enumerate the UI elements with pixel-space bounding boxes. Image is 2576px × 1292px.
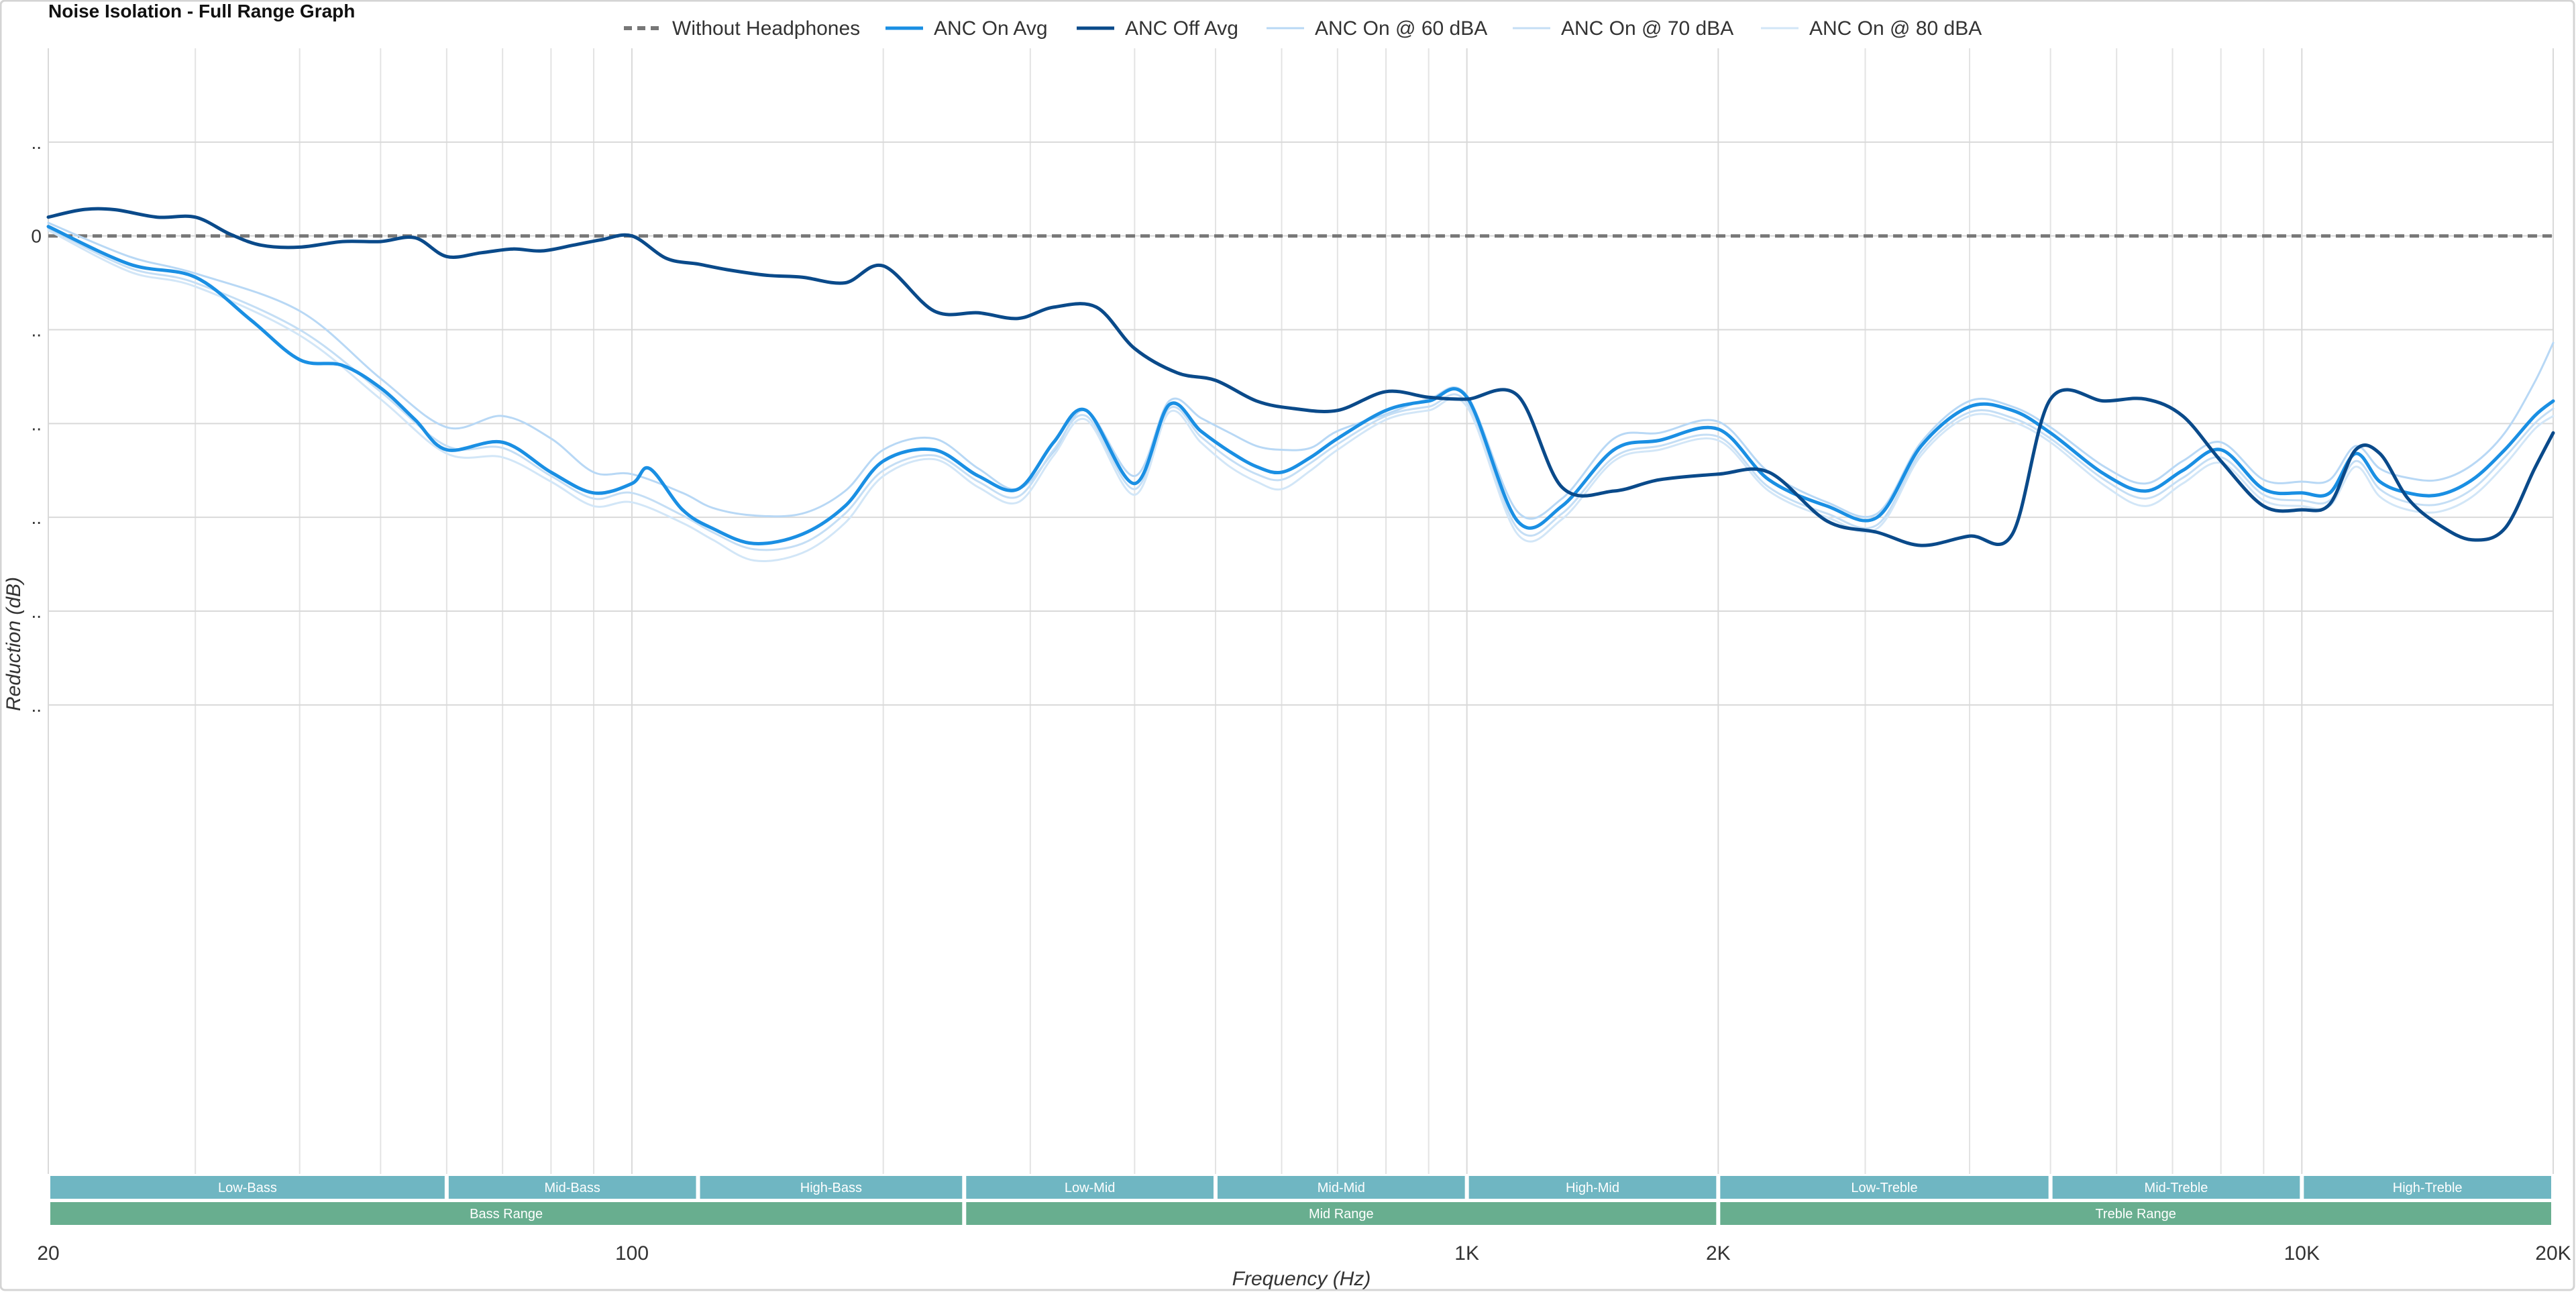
band-upper-label: High-Mid [1566,1181,1619,1195]
series-line-anc-on-60-dba [47,221,2555,520]
band-lower-mid-range [966,1202,1717,1225]
y-axis-ticks: .. 0.......... [31,132,42,716]
band-upper-mid-bass [448,1176,696,1199]
band-upper-label: High-Bass [800,1181,862,1195]
x-axis-ticks: 20 100 1K 2K 10K 20K [37,1242,2571,1264]
band-upper-low-bass [50,1176,445,1199]
x-tick-label: 1K [1454,1242,1479,1264]
band-upper-low-treble [1720,1176,2049,1199]
band-lower-label: Treble Range [2095,1207,2176,1222]
x-tick-label: 2K [1706,1242,1731,1264]
series-layer [46,207,2555,562]
legend-label: ANC Off Avg [1125,17,1238,40]
band-upper-label: Low-Treble [1851,1181,1917,1195]
legend-item-anc-on-70-dba[interactable]: ANC On @ 70 dBA [1513,17,1733,40]
band-upper-low-mid [966,1176,1214,1199]
band-upper-high-bass [700,1176,963,1199]
x-tick-label: 20K [2535,1242,2571,1264]
y-axis-label: Reduction (dB) [3,577,25,711]
band-upper-label: Mid-Treble [2145,1181,2208,1195]
x-tick-label: 20 [37,1242,59,1264]
band-lower-bass-range [50,1202,963,1225]
band-upper-label: Mid-Bass [545,1181,600,1195]
band-upper-label: Low-Bass [218,1181,277,1195]
band-upper-mid-treble [2052,1176,2300,1199]
band-upper-label: Mid-Mid [1318,1181,1365,1195]
band-upper-label: High-Treble [2393,1181,2463,1195]
legend-label: ANC On @ 80 dBA [1809,17,1982,40]
y-tick-label: .. [31,413,42,434]
x-tick-label: 10K [2284,1242,2320,1264]
legend-item-anc-on-avg[interactable]: ANC On Avg [885,17,1048,40]
chart-title: Noise Isolation - Full Range Graph [48,1,355,21]
band-lower-treble-range [1720,1202,2551,1225]
legend-item-anc-off-avg[interactable]: ANC Off Avg [1077,17,1238,40]
legend-item-anc-on-60-dba[interactable]: ANC On @ 60 dBA [1267,17,1487,40]
x-axis-label: Frequency (Hz) [1232,1268,1371,1290]
band-upper-high-treble [2304,1176,2551,1199]
grid [48,48,2554,1174]
y-tick-label: .. [31,132,42,153]
legend-item-without-headphones[interactable]: Without Headphones [624,17,860,40]
legend-label: ANC On Avg [934,17,1048,40]
band-upper-high-mid [1468,1176,1717,1199]
y-tick-label: 0 [31,226,42,247]
legend-label: Without Headphones [672,17,860,40]
band-upper-mid-mid [1217,1176,1465,1199]
y-tick-label: .. [31,320,42,341]
band-lower-label: Mid Range [1309,1207,1374,1222]
legend-label: ANC On @ 60 dBA [1315,17,1487,40]
legend-label: ANC On @ 70 dBA [1561,17,1733,40]
band-lower-label: Bass Range [470,1207,543,1222]
x-tick-label: 100 [615,1242,649,1264]
y-tick-label: .. [31,695,42,716]
legend-item-anc-on-80-dba[interactable]: ANC On @ 80 dBA [1761,17,1982,40]
frequency-bands: Low-Bass Mid-Bass High-Bass Low-Mid Mid-Mid H… [50,1176,2551,1225]
series-line-anc-on-70-dba [47,227,2555,551]
band-upper-label: Low-Mid [1065,1181,1116,1195]
y-tick-label: .. [31,507,42,528]
series-line-anc-off-avg [46,207,2555,547]
legend: Without Headphones ANC On Avg ANC Off Avg A… [624,17,1982,40]
y-tick-label: .. [31,601,42,622]
